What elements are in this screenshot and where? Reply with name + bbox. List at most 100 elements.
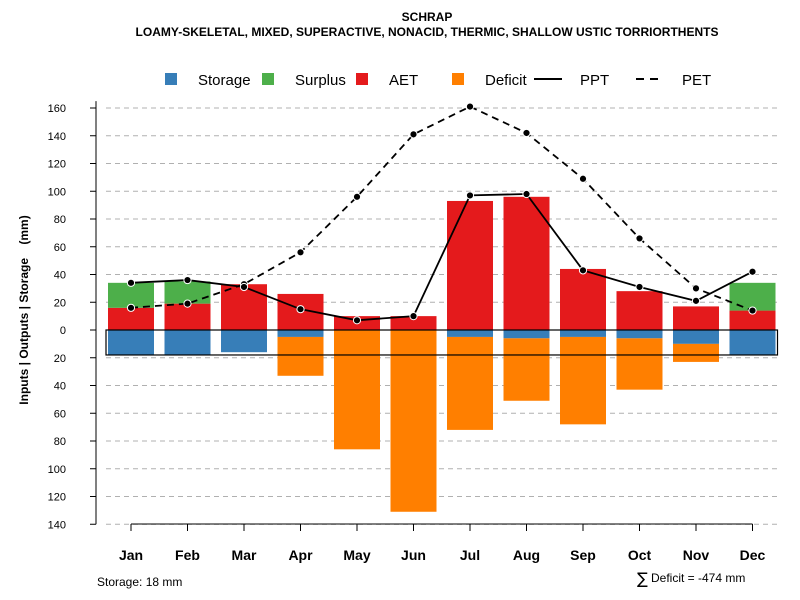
x-tick-label: Nov	[683, 547, 710, 563]
y-tick-label: 80	[54, 436, 66, 448]
legend-label-storage: Storage	[198, 72, 251, 89]
deficit-bar	[277, 336, 324, 376]
x-tick-label: Dec	[740, 547, 766, 563]
ppt-point	[352, 316, 362, 325]
x-tick-label: Sep	[570, 547, 596, 563]
ppt-line	[130, 193, 753, 322]
deficit-sum-symbol: ∑	[637, 569, 648, 588]
storage-bar	[447, 330, 493, 337]
deficit-bar	[503, 338, 550, 401]
x-tick-label: Oct	[628, 547, 652, 563]
y-tick-label: 40	[54, 270, 66, 282]
y-axis-label: Inputs | Outputs | Storage (mm)	[17, 215, 31, 404]
pet-point	[578, 174, 588, 183]
aet-bar	[221, 284, 267, 330]
deficit-bar	[673, 343, 719, 362]
pet-point	[352, 192, 362, 201]
storage-bar	[560, 330, 606, 337]
x-tick-label: Apr	[288, 547, 313, 563]
surplus-bar	[729, 282, 776, 311]
y-tick-label: 40	[54, 381, 66, 393]
storage-bar	[164, 330, 211, 355]
aet-bar	[390, 316, 437, 330]
storage-bar	[277, 330, 324, 337]
ppt-point	[239, 282, 249, 292]
legend-label-pet: PET	[682, 72, 711, 89]
x-tick-label: Jan	[119, 547, 143, 563]
storage-annotation: Storage: 18 mm	[97, 575, 182, 589]
deficit-bar	[447, 336, 493, 430]
storage-bar	[673, 330, 719, 344]
x-tick-label: Feb	[175, 547, 200, 563]
aet-bar	[164, 303, 211, 330]
legend-label-deficit: Deficit	[485, 72, 528, 89]
deficit-bar	[560, 336, 606, 425]
storage-capacity-box	[105, 329, 779, 356]
aet-bar	[503, 196, 550, 330]
storage-bar	[503, 330, 550, 339]
ppt-point	[409, 312, 418, 321]
legend-swatch-aet	[356, 73, 368, 85]
y-tick-label: 140	[48, 131, 66, 143]
aet-bar	[616, 291, 663, 330]
x-tick-label: Jul	[460, 547, 480, 563]
ppt-point	[635, 282, 644, 292]
y-tick-label: 20	[54, 297, 66, 309]
pet-point	[409, 130, 418, 139]
deficit-annotation: Deficit = -474 mm	[651, 571, 745, 585]
legend: Storage Surplus AET Deficit PPT PET	[165, 72, 711, 89]
ppt-point	[183, 275, 192, 285]
legend-swatch-deficit	[452, 73, 464, 85]
legend-label-aet: AET	[389, 72, 418, 89]
pet-point	[465, 102, 475, 111]
x-tick-label: May	[343, 547, 370, 563]
y-tick-label: 0	[60, 325, 66, 337]
y-tick-label: 140	[48, 519, 66, 531]
storage-bar	[729, 330, 776, 355]
y-tick-label: 100	[48, 464, 66, 476]
y-tick-label: 120	[48, 159, 66, 171]
deficit-bar	[390, 330, 437, 512]
legend-swatch-storage	[165, 73, 177, 85]
x-tick-label: Jun	[401, 547, 426, 563]
chart-subtitle: LOAMY-SKELETAL, MIXED, SUPERACTIVE, NONA…	[136, 25, 719, 39]
ppt-point	[126, 278, 136, 287]
y-tick-label: 60	[54, 242, 66, 254]
y-tick-label: 20	[54, 353, 66, 365]
pet-point	[748, 306, 757, 315]
storage-bar	[616, 330, 663, 339]
deficit-bar	[334, 330, 380, 450]
ppt-point	[465, 191, 475, 200]
aet-bar	[108, 307, 154, 330]
pet-line	[130, 105, 753, 312]
aet-bar	[673, 306, 719, 330]
legend-label-surplus: Surplus	[295, 72, 346, 89]
ppt-point	[522, 189, 531, 199]
pet-point	[126, 303, 136, 312]
x-tick-label: Mar	[232, 547, 257, 563]
bars	[105, 196, 779, 512]
axes: 160 140 120 100 80 60 40 20 0 20 40 60 80 100 120 140 Ja…	[48, 101, 766, 563]
legend-swatch-surplus	[262, 73, 274, 85]
y-tick-label: 160	[48, 103, 66, 115]
series-lines	[126, 102, 757, 325]
pet-point	[183, 299, 192, 308]
storage-bar	[108, 330, 154, 355]
surplus-bar	[108, 282, 154, 308]
y-tick-label: 120	[48, 492, 66, 504]
aet-bar	[560, 268, 606, 330]
ppt-point	[748, 267, 757, 276]
y-tick-label: 60	[54, 408, 66, 420]
ppt-point	[691, 296, 701, 305]
storage-bar	[221, 330, 267, 353]
aet-bar	[447, 200, 493, 330]
x-tick-label: Aug	[513, 547, 540, 563]
pet-point	[296, 248, 305, 257]
chart-title: SCHRAP	[402, 10, 453, 24]
pet-point	[635, 234, 644, 243]
aet-bar	[729, 310, 776, 330]
pet-point	[691, 284, 701, 293]
ppt-point	[578, 266, 588, 275]
y-tick-label: 100	[48, 186, 66, 198]
